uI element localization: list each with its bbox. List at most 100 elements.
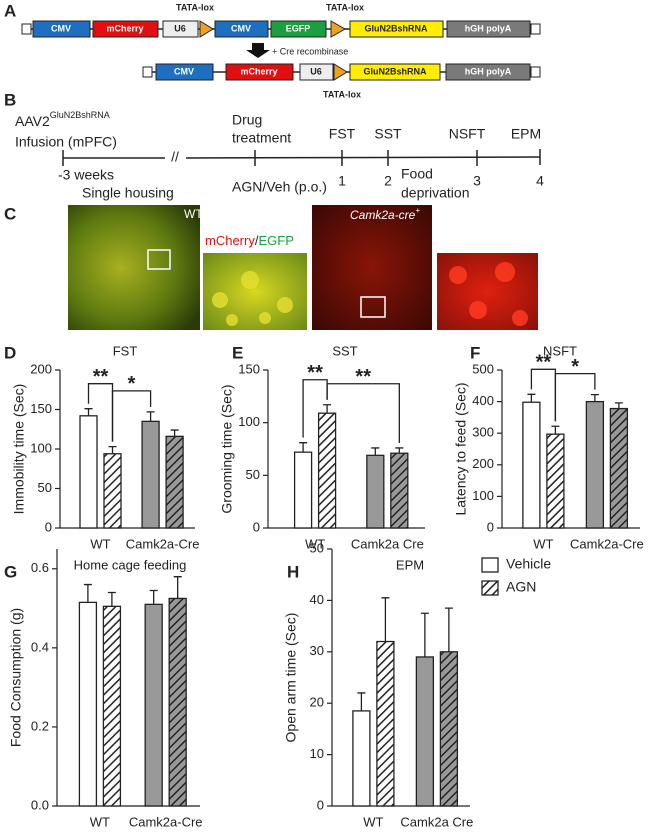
y-tick-label: 50 bbox=[38, 480, 52, 495]
y-axis-title: Open arm time (Sec) bbox=[283, 613, 299, 743]
y-tick-label: 0.6 bbox=[31, 560, 49, 575]
test: FST bbox=[329, 126, 356, 142]
error-bar bbox=[170, 429, 179, 437]
recombinase-label: + Cre recombinase bbox=[272, 46, 348, 56]
significance-label: ** bbox=[93, 366, 109, 388]
x-tick-label: Camk2a Cre bbox=[400, 814, 473, 829]
lox-label: TATA-lox bbox=[176, 2, 214, 12]
timeline: AAV2GluN2BshRNA Infusion (mPFC) Drug tre… bbox=[15, 110, 544, 200]
y-tick-label: 30 bbox=[310, 643, 324, 658]
error-bar bbox=[107, 591, 116, 607]
label: Drug bbox=[232, 112, 262, 128]
y-tick-label: 50 bbox=[246, 467, 260, 482]
image-label: WT bbox=[184, 207, 203, 221]
x-tick-label: WT bbox=[90, 536, 110, 551]
element: U6 bbox=[174, 23, 186, 33]
stain-sep: / bbox=[255, 233, 259, 248]
significance-label: * bbox=[128, 373, 136, 395]
y-tick-label: 500 bbox=[472, 361, 494, 376]
element: CMV bbox=[231, 23, 251, 33]
y-tick-label: 50 bbox=[310, 540, 324, 555]
error-bar bbox=[323, 404, 332, 414]
label: Infusion (mPFC) bbox=[15, 134, 117, 150]
y-tick-label: 300 bbox=[472, 425, 494, 440]
y-axis-title: Food Consumption (g) bbox=[8, 608, 24, 747]
error-bar bbox=[420, 612, 429, 657]
stain-label: mCherry/EGFP bbox=[205, 233, 294, 248]
x-tick-label: WT bbox=[305, 536, 325, 551]
element: EGFP bbox=[286, 23, 311, 33]
panel-label: H bbox=[287, 562, 299, 581]
label: AGN/Veh (p.o.) bbox=[232, 179, 327, 195]
stain-red: mCherry bbox=[205, 233, 255, 248]
x-tick-label: WT bbox=[363, 814, 383, 829]
y-tick-label: 400 bbox=[472, 393, 494, 408]
panel-label: D bbox=[4, 343, 16, 362]
bar bbox=[79, 415, 98, 529]
x-tick-label: Camk2a Cre bbox=[351, 536, 424, 551]
element: hGH polyA bbox=[465, 23, 512, 33]
bar bbox=[366, 454, 385, 529]
significance-label: ** bbox=[307, 362, 323, 384]
error-bar bbox=[149, 589, 158, 605]
significance-bracket bbox=[554, 372, 596, 422]
legend-swatch bbox=[481, 580, 499, 596]
lox-label: TATA-lox bbox=[323, 89, 361, 99]
error-bar bbox=[173, 576, 182, 599]
y-tick-label: 10 bbox=[310, 746, 324, 761]
error-bar bbox=[357, 692, 366, 711]
legend-label: AGN bbox=[506, 579, 536, 595]
bar bbox=[390, 452, 409, 529]
label: Single housing bbox=[82, 185, 174, 201]
element: hGH polyA bbox=[465, 66, 512, 76]
panel-label: E bbox=[232, 343, 243, 362]
error-bar bbox=[299, 442, 308, 453]
y-tick-label: 0 bbox=[317, 797, 324, 812]
y-tick-label: 20 bbox=[310, 695, 324, 710]
error-bar bbox=[551, 425, 560, 435]
error-bar bbox=[108, 445, 117, 454]
x-tick-label: Camk2a-Cre bbox=[570, 536, 644, 551]
bar bbox=[102, 605, 122, 807]
y-axis-title: Immobility time (Sec) bbox=[11, 384, 27, 515]
error-bar bbox=[444, 607, 453, 652]
y-tick-label: 0 bbox=[487, 519, 494, 534]
y-tick-label: 150 bbox=[30, 401, 52, 416]
y-axis-title: Grooming time (Sec) bbox=[219, 384, 235, 513]
bar bbox=[546, 433, 565, 529]
test: SST bbox=[374, 126, 402, 142]
image-label: Camk2a-cre+ bbox=[350, 206, 420, 222]
chart-title: SST bbox=[332, 343, 357, 358]
lox-label: TATA-lox bbox=[326, 2, 364, 12]
element: CMV bbox=[51, 23, 71, 33]
arrow bbox=[246, 43, 270, 58]
bar bbox=[317, 412, 337, 529]
image-wt bbox=[68, 205, 200, 330]
bar bbox=[103, 453, 122, 529]
cre-name: Camk2a-cre bbox=[350, 208, 416, 222]
error-bar bbox=[371, 447, 380, 456]
vector-name: AAV2 bbox=[15, 113, 50, 129]
y-tick-label: 100 bbox=[30, 440, 52, 455]
y-axis-title: Latency to feed (Sec) bbox=[453, 382, 469, 515]
panel-label: B bbox=[4, 90, 16, 109]
label: Food bbox=[401, 166, 433, 182]
error-bar bbox=[146, 411, 155, 422]
y-tick-label: 40 bbox=[310, 592, 324, 607]
test: NSFT bbox=[449, 126, 486, 142]
chart-title: Home cage feeding bbox=[74, 557, 187, 572]
y-tick-label: 0.0 bbox=[31, 797, 49, 812]
error-bar bbox=[395, 447, 404, 454]
bar bbox=[609, 407, 629, 529]
error-bar bbox=[84, 408, 93, 416]
legend-label: Vehicle bbox=[506, 556, 551, 572]
bar bbox=[78, 601, 98, 807]
panel-label: G bbox=[4, 562, 17, 581]
test: EPM bbox=[511, 126, 541, 142]
error-bar bbox=[381, 597, 390, 642]
y-tick-label: 0.4 bbox=[31, 639, 49, 654]
significance-label: * bbox=[571, 356, 579, 378]
vector: AAV2GluN2BshRNA bbox=[15, 110, 110, 128]
bar bbox=[522, 401, 541, 529]
element: mCherry bbox=[106, 23, 143, 33]
